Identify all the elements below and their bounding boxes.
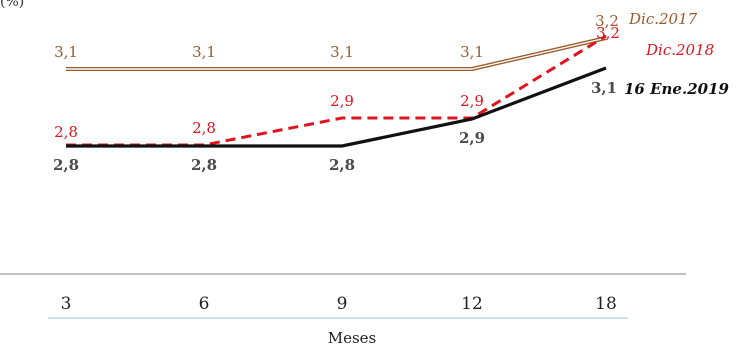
data-label-16ene2019: 2,8 bbox=[53, 156, 79, 174]
x-tick-labels: 3 6 9 12 18 bbox=[61, 294, 617, 314]
data-label-16ene2019: 3,1 bbox=[591, 79, 617, 97]
x-tick-label: 12 bbox=[461, 294, 483, 314]
series-line-dic2017 bbox=[66, 36, 607, 71]
y-unit-label: (%) bbox=[0, 0, 24, 10]
x-tick-label: 18 bbox=[595, 294, 617, 314]
x-tick-label: 9 bbox=[337, 294, 348, 314]
data-label-dic2018: 3,2 bbox=[596, 24, 620, 42]
x-tick-label: 6 bbox=[199, 294, 210, 314]
data-label-16ene2019: 2,8 bbox=[329, 156, 355, 174]
data-label-dic2018: 2,8 bbox=[192, 119, 216, 137]
data-label-dic2017: 3,1 bbox=[192, 43, 216, 61]
series-line-dic2018 bbox=[66, 34, 607, 147]
data-label-dic2017: 3,1 bbox=[54, 43, 78, 61]
data-labels: 3,1 3,1 3,1 3,1 3,2 2,8 2,8 2,9 2,9 3,2 2,8 2,8 2,8 2… bbox=[53, 10, 730, 174]
series-layer bbox=[66, 34, 607, 148]
x-axis-title: Meses bbox=[328, 329, 377, 347]
data-label-dic2017: 3,1 bbox=[460, 43, 484, 61]
series-name-dic2018: Dic.2018 bbox=[645, 41, 714, 59]
data-label-dic2018: 2,9 bbox=[330, 92, 354, 110]
data-label-16ene2019: 2,9 bbox=[459, 129, 485, 147]
series-line-16ene2019 bbox=[66, 66, 607, 148]
data-label-dic2017: 3,1 bbox=[330, 43, 354, 61]
series-name-dic2017: Dic.2017 bbox=[628, 10, 698, 28]
series-line-dic2017-inner bbox=[66, 37, 607, 70]
x-tick-label: 3 bbox=[61, 294, 72, 314]
data-label-dic2017: 3,2 bbox=[595, 12, 619, 30]
series-name-16ene2019: 16 Ene.2019 bbox=[624, 80, 730, 98]
data-label-dic2018: 2,8 bbox=[54, 123, 78, 141]
data-label-16ene2019: 2,8 bbox=[191, 156, 217, 174]
data-label-dic2018: 2,9 bbox=[460, 92, 484, 110]
